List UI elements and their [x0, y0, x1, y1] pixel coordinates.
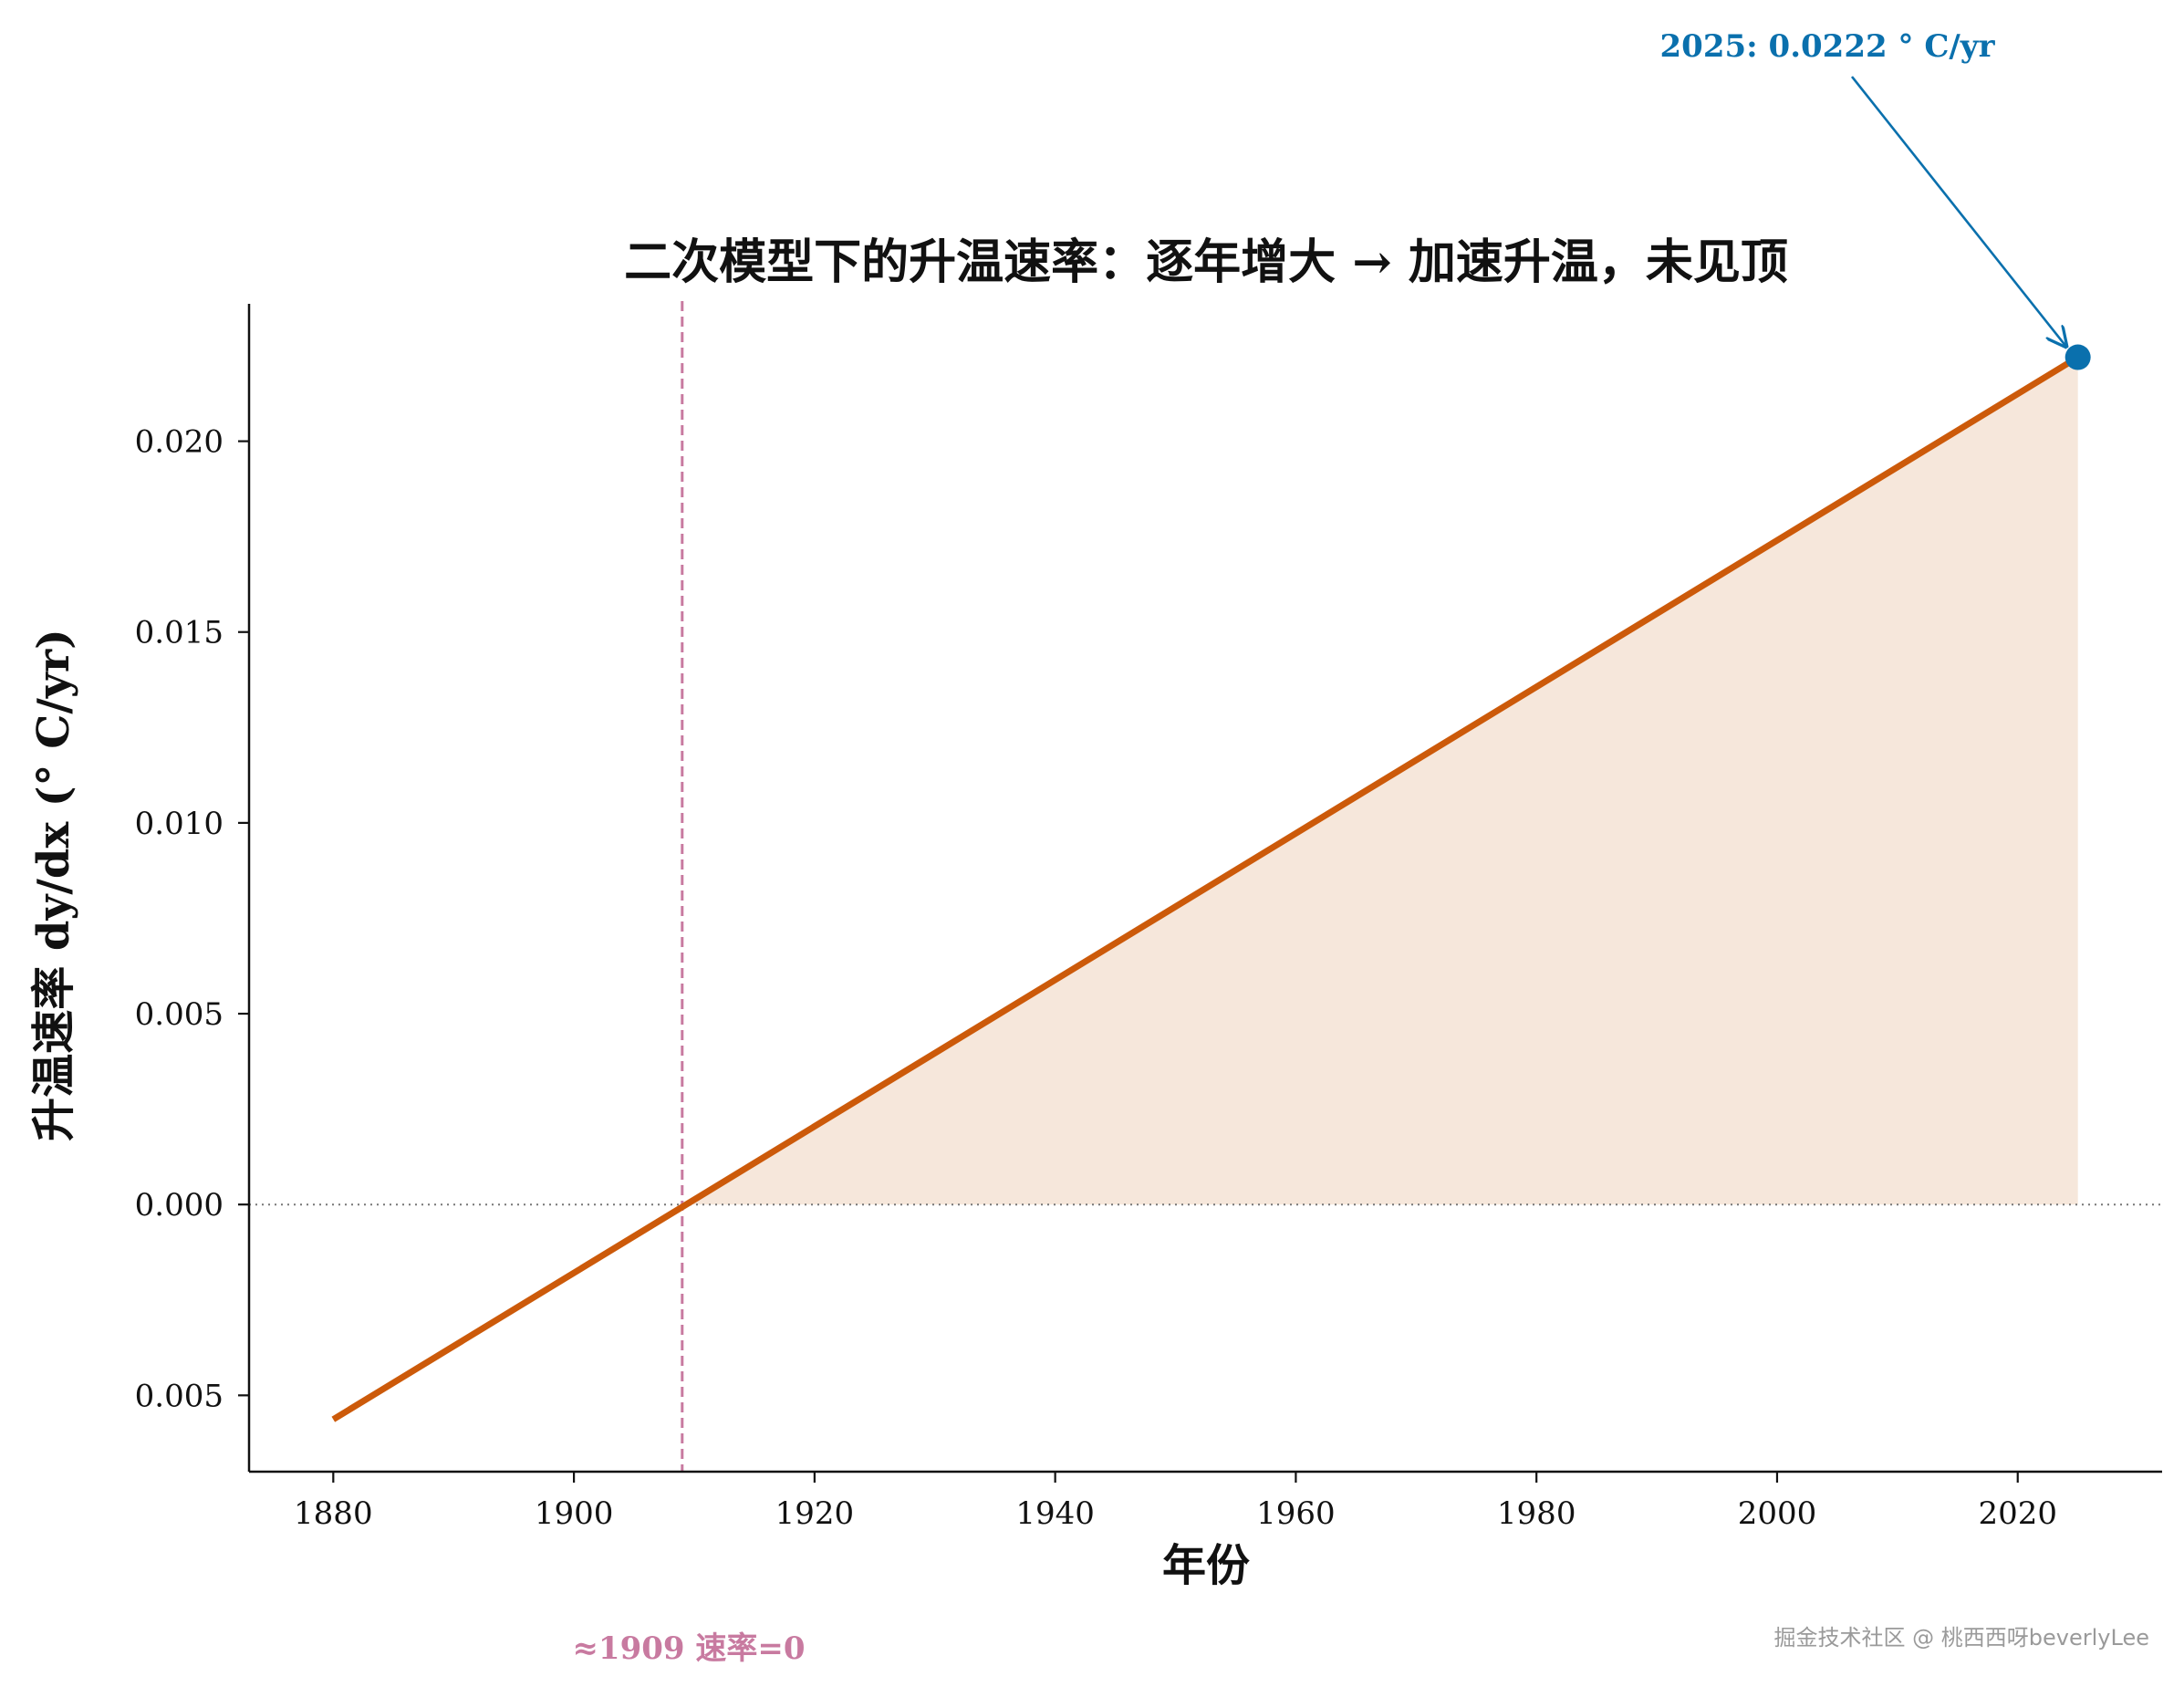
x-tick-label: 1920	[775, 1495, 855, 1532]
y-tick-label: 0.005	[135, 996, 224, 1033]
y-tick-label: 0.020	[135, 424, 224, 461]
plot-area: 1880 1900 1920 1940 1960 1980 2000 2020 0.005 0.0…	[135, 76, 2162, 1532]
latest-rate-annotation: 2025: 0.0222 ° C/yr	[1660, 28, 1996, 65]
latest-rate-point	[2064, 344, 2091, 370]
y-tick-label: 0.005	[135, 1378, 224, 1414]
x-tick-label: 1980	[1497, 1495, 1576, 1532]
x-tick-label: 1880	[294, 1495, 373, 1532]
y-axis-title: 升温速率 dy/dx (° C/yr)	[28, 629, 79, 1141]
x-tick-label: 1960	[1256, 1495, 1336, 1532]
zero-rate-annotation: ≈1909 速率=0	[572, 1630, 805, 1667]
x-tick-label: 2000	[1738, 1495, 1817, 1532]
x-tick-label: 1900	[535, 1495, 614, 1532]
x-tick-label: 2020	[1978, 1495, 2057, 1532]
x-tick-label: 1940	[1015, 1495, 1095, 1532]
chart-title: 二次模型下的升温速率：逐年增大 → 加速升温，未见顶	[624, 234, 1788, 290]
watermark-credit: 掘金技术社区 @ 桃西西呀beverlyLee	[1774, 1625, 2149, 1651]
annotation-arrow	[1850, 76, 2066, 347]
x-axis-title: 年份	[1162, 1540, 1250, 1591]
y-tick-label: 0.000	[135, 1187, 224, 1224]
y-tick-label: 0.010	[135, 806, 224, 842]
rate-series-line	[331, 354, 2080, 1422]
y-tick-label: 0.015	[135, 615, 224, 651]
